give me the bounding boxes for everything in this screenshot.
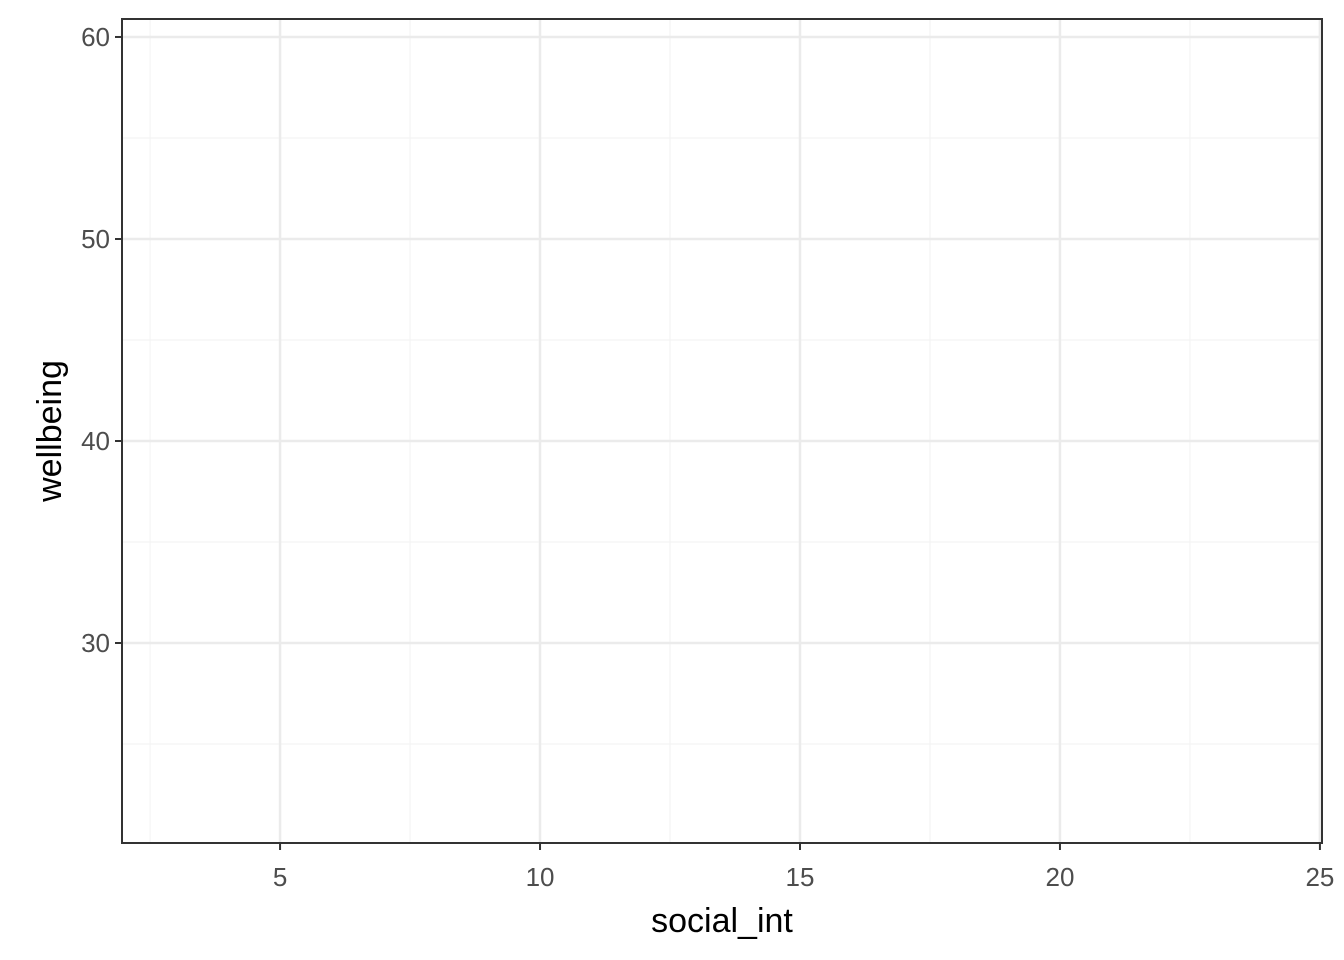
x-tick-label: 15 — [786, 862, 815, 892]
y-tick-label: 60 — [81, 22, 110, 52]
x-tick-label: 20 — [1045, 862, 1074, 892]
x-tick-label: 10 — [526, 862, 555, 892]
x-axis-title: social_int — [651, 902, 793, 940]
panel — [122, 19, 1322, 843]
panel-border — [121, 18, 1323, 844]
x-tick-label: 25 — [1305, 862, 1334, 892]
y-tick-label: 40 — [81, 426, 110, 456]
y-tick-label: 50 — [81, 224, 110, 254]
y-tick-label: 30 — [81, 628, 110, 658]
y-axis-title: wellbeing — [31, 360, 69, 503]
x-tick-label: 5 — [273, 862, 287, 892]
